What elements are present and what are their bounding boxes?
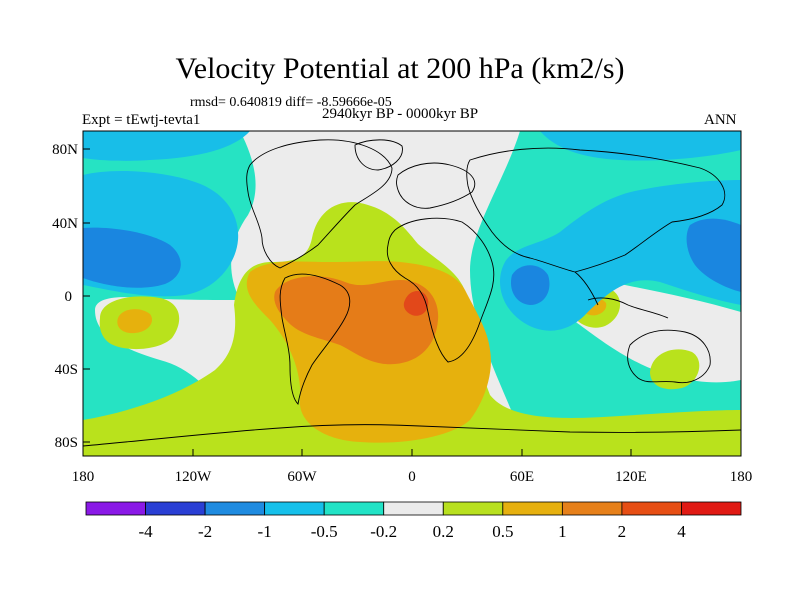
colorbar-box: [145, 501, 206, 516]
map-title: Velocity Potential at 200 hPa (km2/s): [175, 52, 625, 85]
colorbar-box: [621, 501, 682, 516]
coastline-australia: [627, 329, 711, 384]
lat-label-0: 0: [65, 289, 73, 305]
field-neg-arctic-right: [540, 131, 741, 161]
colorbar-label: 4: [677, 522, 686, 541]
field-pos-pacific-core: [117, 309, 153, 334]
colorbar-box: [442, 501, 504, 516]
coastline-indochina: [574, 271, 599, 306]
colorbar-label: 0.5: [492, 522, 513, 541]
lat-label-40s: 40S: [55, 362, 78, 378]
colorbar-box: [323, 501, 385, 516]
field-strong-neg-arabian: [510, 265, 550, 305]
lat-label-40n: 40N: [52, 216, 78, 232]
colorbar-box: [264, 501, 325, 516]
lon-label-0: 0: [408, 469, 416, 485]
coastline-asia: [466, 147, 726, 273]
field-weak-pos-australia: [650, 349, 700, 390]
lon-label-180w: 180: [72, 469, 95, 485]
field-strong-neg-westpac: [686, 218, 741, 292]
field-neg-arctic-left: [83, 131, 250, 161]
field-strong-neg-northpacific: [83, 227, 181, 288]
colorbar-label: -4: [138, 522, 153, 541]
season-label: ANN: [704, 112, 737, 128]
coastline-antarctica: [83, 424, 741, 447]
colorbar-label: 1: [558, 522, 567, 541]
lon-label-120e: 120E: [615, 469, 647, 485]
lon-label-60w: 60W: [287, 469, 317, 485]
coastline-greenland: [354, 139, 403, 171]
field-strong-pos-region: [274, 276, 439, 365]
coastline-indonesia: [587, 297, 669, 319]
colorbar-box: [204, 501, 266, 516]
colorbar-box: [85, 501, 146, 516]
coastline-south-america: [279, 273, 351, 405]
coastline-europe: [396, 162, 476, 209]
stats-line: rmsd= 0.640819 diff= -8.59666e-05: [190, 95, 392, 110]
field-neg-asia: [500, 180, 741, 331]
colorbar-label: -0.5: [311, 522, 338, 541]
colorbar-label: -0.2: [370, 522, 397, 541]
colorbar-label: 0.2: [433, 522, 454, 541]
coastline-north-america: [246, 139, 393, 269]
lon-label-180e: 180: [730, 469, 753, 485]
colorbar: -4 -2 -1 -0.5 -0.2 0.2 0.5 1 2 4: [85, 501, 742, 541]
lon-label-60e: 60E: [510, 469, 534, 485]
colorbar-box: [383, 501, 444, 516]
coastlines: [83, 139, 741, 447]
field-max-pos-core: [403, 291, 429, 316]
colorbar-box: [681, 501, 742, 516]
lon-label-120w: 120W: [175, 469, 213, 485]
colorbar-label: 2: [618, 522, 627, 541]
velocity-potential-field: [83, 131, 741, 456]
colorbar-box: [561, 501, 623, 516]
lat-label-80s: 80S: [55, 435, 78, 451]
colorbar-label: -2: [198, 522, 212, 541]
experiment-label: Expt = tEwtj-tevta1: [82, 112, 201, 128]
colorbar-box: [502, 501, 563, 516]
lat-label-80n: 80N: [52, 142, 78, 158]
axis-ticks: [82, 148, 742, 456]
coastline-africa: [386, 217, 495, 363]
period-label: 2940kyr BP - 0000kyr BP: [322, 106, 479, 122]
colorbar-label: -1: [258, 522, 272, 541]
